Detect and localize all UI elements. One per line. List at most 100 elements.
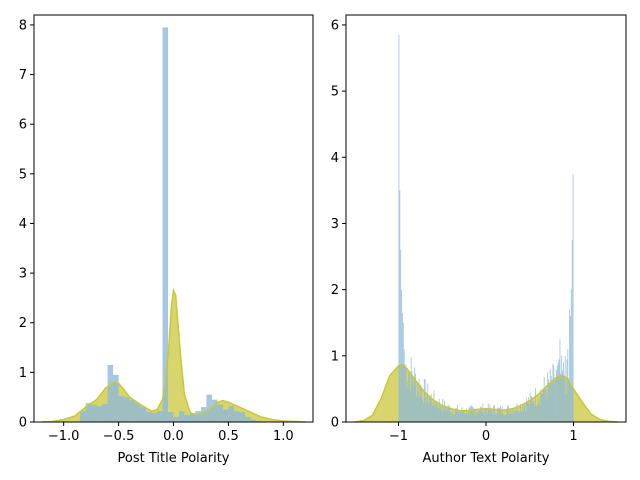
histogram-bar xyxy=(528,397,529,422)
histogram-bar xyxy=(420,384,422,422)
histogram-bar xyxy=(543,376,545,422)
y-tick-label: 5 xyxy=(19,167,27,182)
histogram-bar xyxy=(451,412,452,422)
histogram-bar xyxy=(410,357,412,422)
histogram-bar xyxy=(408,372,409,422)
histogram-bar xyxy=(544,387,546,422)
histogram-bar xyxy=(507,405,508,422)
histogram-bar xyxy=(492,413,493,422)
histogram-bar xyxy=(437,408,439,422)
histogram-bar xyxy=(481,411,483,422)
histogram-bar xyxy=(206,394,212,422)
histogram-bar xyxy=(129,400,136,422)
histogram-bar xyxy=(556,369,557,422)
histogram-bar xyxy=(474,409,476,422)
histogram-bar xyxy=(549,369,551,422)
histogram-bar xyxy=(499,407,500,422)
histogram-bar xyxy=(559,339,561,422)
histogram-bar xyxy=(501,406,503,422)
histogram-bar xyxy=(524,405,526,422)
histogram-bar xyxy=(482,403,484,422)
histogram-bar xyxy=(479,407,481,422)
histogram-bar xyxy=(486,413,488,422)
histogram-bar xyxy=(509,409,511,422)
y-tick-label: 5 xyxy=(331,85,339,100)
histogram-bar xyxy=(562,370,563,422)
histogram-bar xyxy=(443,409,444,422)
histogram-bar xyxy=(460,411,462,422)
histogram-bar xyxy=(505,415,507,422)
histogram-bar xyxy=(569,309,570,422)
histogram-bar xyxy=(555,378,556,422)
histogram-bar xyxy=(80,411,86,422)
histogram-bar xyxy=(448,404,450,422)
y-tick-label: 0 xyxy=(19,416,27,431)
histogram-bar xyxy=(522,410,524,422)
histogram-bar xyxy=(495,414,497,422)
histogram-bar xyxy=(486,409,487,422)
histogram-bar xyxy=(435,406,437,422)
y-tick-label: 6 xyxy=(19,118,27,133)
histogram-bar xyxy=(444,406,446,422)
histogram-bar xyxy=(233,411,240,422)
histogram-bar xyxy=(151,413,158,422)
y-tick-label: 7 xyxy=(19,68,27,83)
histogram-bar xyxy=(458,411,460,422)
histogram-bar xyxy=(189,413,196,422)
histogram-bar xyxy=(426,395,428,422)
histogram-bar xyxy=(416,382,418,422)
histogram-bar xyxy=(535,405,537,422)
x-tick-label: −1.0 xyxy=(48,429,80,444)
histogram-bar xyxy=(487,403,489,422)
histogram-bar xyxy=(469,406,471,422)
histogram-bar xyxy=(475,414,477,422)
histogram-bar xyxy=(521,406,523,422)
histogram-bar xyxy=(441,411,443,422)
histogram-bar xyxy=(571,240,573,422)
histogram-bar xyxy=(411,371,413,422)
histogram-bar xyxy=(173,417,179,422)
histogram-bar xyxy=(168,412,174,422)
histogram-bar xyxy=(439,406,441,422)
histogram-bar xyxy=(222,409,229,422)
histogram-bar xyxy=(428,402,430,422)
histogram-bar xyxy=(547,372,549,422)
histogram-bar xyxy=(472,406,473,422)
histogram-bar xyxy=(488,409,490,422)
histogram-bar xyxy=(431,403,433,422)
histogram-bar xyxy=(424,379,426,422)
histogram-bar xyxy=(572,173,574,422)
histogram-bar xyxy=(480,406,482,422)
histogram-bar xyxy=(244,417,251,422)
histogram-bar xyxy=(437,405,438,422)
histogram-bar xyxy=(550,376,552,422)
histogram-bar xyxy=(462,411,464,422)
histogram-bar xyxy=(430,395,431,422)
histogram-bar xyxy=(400,249,402,422)
histogram-bar xyxy=(467,413,469,422)
histogram-bar xyxy=(493,405,494,422)
y-tick-label: 3 xyxy=(19,267,27,282)
histogram-bar xyxy=(497,407,499,422)
histogram-bar xyxy=(515,410,517,422)
histogram-bar xyxy=(484,410,486,422)
histogram-bar xyxy=(473,408,475,422)
histogram-bar xyxy=(457,405,458,422)
y-tick-label: 2 xyxy=(331,283,339,298)
histogram-bar xyxy=(402,322,404,422)
histogram-bar xyxy=(561,355,563,422)
histogram-bar xyxy=(124,397,130,422)
histogram-bar xyxy=(450,412,451,422)
histogram-bar xyxy=(438,398,440,422)
histogram-bar xyxy=(239,412,245,422)
histogram-bar xyxy=(528,404,530,422)
histogram-bar xyxy=(434,401,436,422)
histogram-bar xyxy=(554,382,556,422)
x-tick-label: 1.0 xyxy=(273,429,294,444)
histogram-bar xyxy=(478,412,479,422)
histogram-bar xyxy=(498,407,500,422)
histogram-bar xyxy=(440,406,442,422)
histogram-bar xyxy=(514,409,515,422)
histogram-bar xyxy=(557,362,559,422)
histogram-bar xyxy=(409,391,411,422)
